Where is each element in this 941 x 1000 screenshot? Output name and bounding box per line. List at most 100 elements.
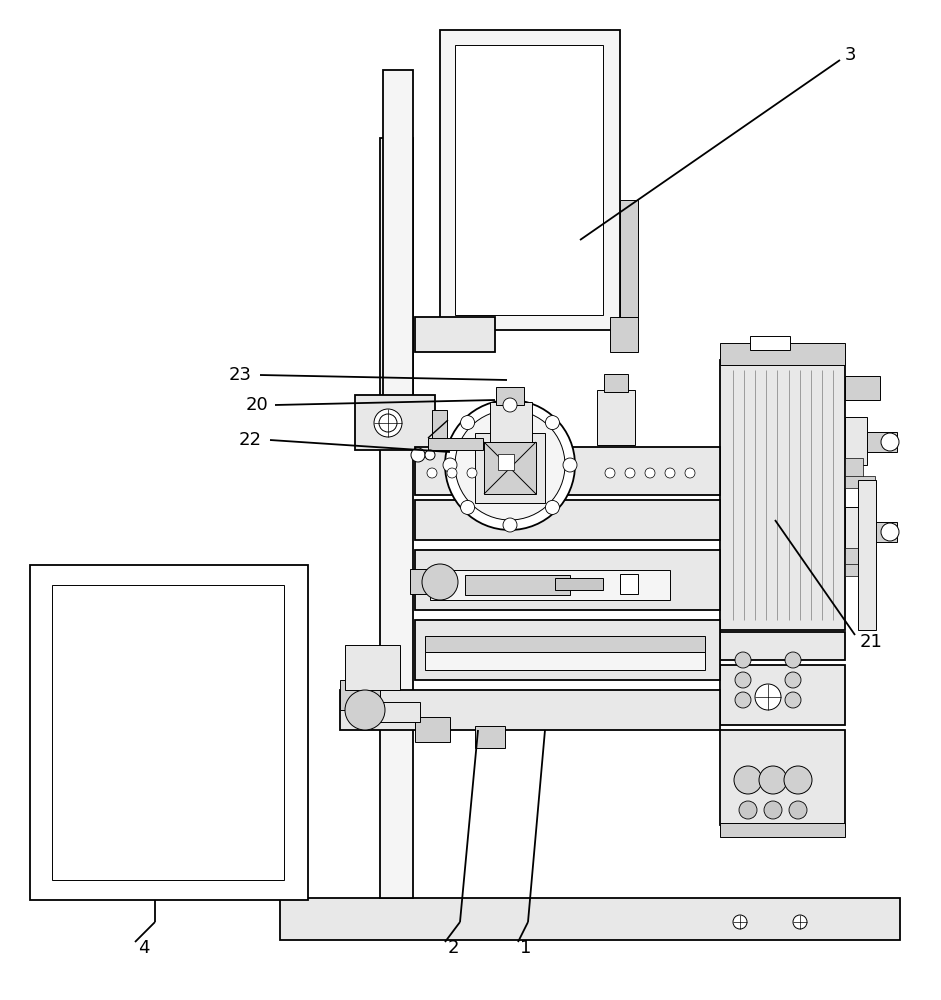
Bar xyxy=(867,522,897,542)
Circle shape xyxy=(733,915,747,929)
Bar xyxy=(415,447,720,495)
Text: 21: 21 xyxy=(860,633,883,651)
Circle shape xyxy=(759,766,787,794)
Text: 20: 20 xyxy=(246,396,268,414)
Bar xyxy=(720,360,845,630)
Circle shape xyxy=(739,801,757,819)
Circle shape xyxy=(460,416,474,430)
Circle shape xyxy=(735,692,751,708)
Bar xyxy=(845,548,863,568)
Circle shape xyxy=(735,652,751,668)
Text: 22: 22 xyxy=(239,431,262,449)
Bar xyxy=(415,500,720,540)
Bar xyxy=(415,620,720,680)
Circle shape xyxy=(379,414,397,432)
Circle shape xyxy=(785,692,801,708)
Circle shape xyxy=(793,915,807,929)
Bar xyxy=(380,702,420,722)
Bar xyxy=(428,438,483,450)
Circle shape xyxy=(734,766,762,794)
Bar xyxy=(415,550,720,610)
Bar xyxy=(340,690,720,730)
Bar xyxy=(720,665,845,725)
Circle shape xyxy=(503,398,517,412)
Circle shape xyxy=(563,458,577,472)
Bar xyxy=(845,564,875,576)
Circle shape xyxy=(374,409,402,437)
Bar xyxy=(597,390,635,445)
Bar xyxy=(380,138,413,898)
Text: 3: 3 xyxy=(845,46,856,64)
Bar xyxy=(410,569,428,594)
Circle shape xyxy=(427,468,437,478)
Circle shape xyxy=(546,416,560,430)
Bar xyxy=(845,417,867,465)
Bar xyxy=(430,570,670,600)
Circle shape xyxy=(785,652,801,668)
Bar xyxy=(750,336,790,350)
Bar xyxy=(867,432,897,452)
Bar xyxy=(425,636,705,652)
Bar xyxy=(720,730,845,825)
Bar xyxy=(425,652,705,670)
Bar xyxy=(720,343,845,365)
Bar xyxy=(455,45,603,315)
Bar xyxy=(355,395,435,450)
Circle shape xyxy=(665,468,675,478)
Bar xyxy=(610,317,638,352)
Bar xyxy=(604,374,628,392)
Circle shape xyxy=(345,690,385,730)
Bar xyxy=(345,645,400,690)
Circle shape xyxy=(881,523,899,541)
Circle shape xyxy=(546,500,560,514)
Bar xyxy=(465,575,570,595)
Bar xyxy=(415,317,495,352)
Bar xyxy=(383,70,413,400)
Circle shape xyxy=(447,468,457,478)
Bar xyxy=(484,442,536,494)
Circle shape xyxy=(755,684,781,710)
Bar xyxy=(620,574,638,594)
Bar xyxy=(490,402,532,442)
Bar xyxy=(858,480,876,630)
Circle shape xyxy=(605,468,615,478)
Circle shape xyxy=(645,468,655,478)
Circle shape xyxy=(411,448,425,462)
Circle shape xyxy=(460,500,474,514)
Bar xyxy=(845,376,880,400)
Bar xyxy=(432,410,447,440)
Bar xyxy=(340,680,380,710)
Circle shape xyxy=(789,801,807,819)
Bar xyxy=(498,454,514,470)
Circle shape xyxy=(735,672,751,688)
Text: 2: 2 xyxy=(448,939,459,957)
Bar xyxy=(52,585,284,880)
Bar xyxy=(720,823,845,837)
Bar xyxy=(620,200,638,320)
Bar xyxy=(415,717,450,742)
Bar xyxy=(30,565,308,900)
Bar xyxy=(720,632,845,660)
Circle shape xyxy=(455,410,565,520)
Circle shape xyxy=(784,766,812,794)
Circle shape xyxy=(443,458,457,472)
Circle shape xyxy=(625,468,635,478)
Circle shape xyxy=(425,450,435,460)
Bar xyxy=(845,458,863,480)
Bar xyxy=(280,898,900,940)
Circle shape xyxy=(503,518,517,532)
Circle shape xyxy=(881,433,899,451)
Bar xyxy=(845,507,867,555)
Text: 1: 1 xyxy=(520,939,532,957)
Bar xyxy=(440,30,620,330)
Circle shape xyxy=(467,468,477,478)
Bar xyxy=(475,433,545,503)
Circle shape xyxy=(445,400,575,530)
Bar xyxy=(475,726,505,748)
Circle shape xyxy=(422,564,458,600)
Text: 4: 4 xyxy=(138,939,150,957)
Bar xyxy=(496,387,524,405)
Bar xyxy=(845,476,875,488)
Circle shape xyxy=(764,801,782,819)
Text: 23: 23 xyxy=(229,366,252,384)
